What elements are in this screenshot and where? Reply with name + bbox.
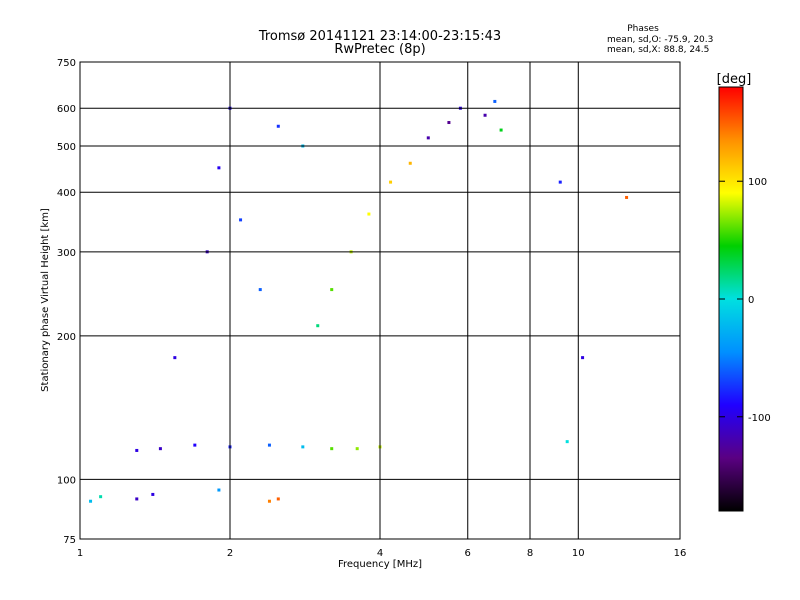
x-tick-label: 6 [465,548,471,559]
x-tick-label: 10 [572,548,585,559]
scatter-point [301,445,305,449]
x-tick-label: 16 [674,548,687,559]
y-tick-label: 500 [57,142,76,153]
scatter-point [447,121,451,125]
scatter-point [625,195,629,199]
y-axis-label: Stationary phase Virtual Height [km] [40,208,51,392]
tick-labels: 1 2 4 6 8 10 16 75 100 200 300 400 500 600 750 [57,58,686,559]
scatter-point [408,161,412,165]
x-axis-label: Frequency [MHz] [338,559,422,570]
scatter-point [483,113,487,117]
y-tick-label: 600 [57,104,76,115]
scatter-point [276,124,280,128]
grid [80,62,680,539]
x-tick-label: 2 [227,548,233,559]
y-tick-label: 75 [63,535,76,546]
scatter-point [493,99,497,103]
scatter-point [499,128,503,132]
scatter-point [193,443,197,447]
y-tick-label: 100 [57,475,76,486]
scatter-point [239,218,243,222]
x-tick-label: 1 [77,548,83,559]
stats-x-line: mean, sd,X: 88.8, 24.5 [607,45,709,55]
scatter-point [558,180,562,184]
scatter-point [267,443,271,447]
scatter-point [276,497,280,501]
scatter-point [330,288,334,292]
chart-title: Tromsø 20141121 23:14:00-23:15:43 [258,29,501,44]
y-tick-label: 750 [57,58,76,69]
scatter-point [217,166,221,170]
scatter-point [389,180,393,184]
scatter-point [135,448,139,452]
scatter-point [135,497,139,501]
scatter-point [258,288,262,292]
y-tick-label: 200 [57,332,76,343]
scatter-point [267,499,271,503]
colorbar-tick-label: 100 [748,177,767,188]
x-tick-label: 8 [527,548,533,559]
stats-o-line: mean, sd,O: -75.9, 20.3 [607,35,713,45]
colorbar-tick-label: 0 [748,295,754,306]
y-tick-label: 300 [57,248,76,259]
scatter-point [89,499,93,503]
scatter-point [355,447,359,451]
scatter-point [151,492,155,496]
scatter-point [173,356,177,360]
scatter-point [217,488,221,492]
colorbar-label: [deg] [717,72,752,87]
scatter-point [316,324,320,328]
chart-subtitle: RwPretec (8p) [334,42,425,57]
scatter-point [565,440,569,444]
stats-heading: Phases [627,24,659,34]
scatter-points [89,99,629,503]
scatter-point [330,447,334,451]
colorbar-tick-label: -100 [748,413,771,424]
scatter-point [99,495,103,499]
y-tick-label: 400 [57,188,76,199]
scatter-point [581,356,585,360]
colorbar-ticks: 100 0 -100 [719,177,771,424]
scatter-point [367,212,371,216]
scatter-point [426,136,430,140]
scatter-point [158,447,162,451]
x-tick-label: 4 [377,548,383,559]
